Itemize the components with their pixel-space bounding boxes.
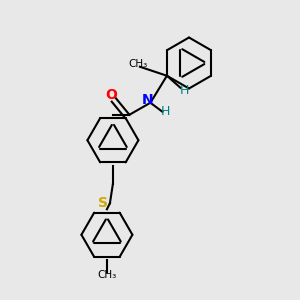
Text: N: N bbox=[142, 93, 153, 107]
Text: H: H bbox=[180, 84, 190, 97]
Text: O: O bbox=[106, 88, 117, 102]
Text: S: S bbox=[98, 196, 108, 210]
Text: H: H bbox=[161, 105, 170, 118]
Text: CH₃: CH₃ bbox=[129, 59, 148, 69]
Text: CH₃: CH₃ bbox=[97, 270, 116, 280]
